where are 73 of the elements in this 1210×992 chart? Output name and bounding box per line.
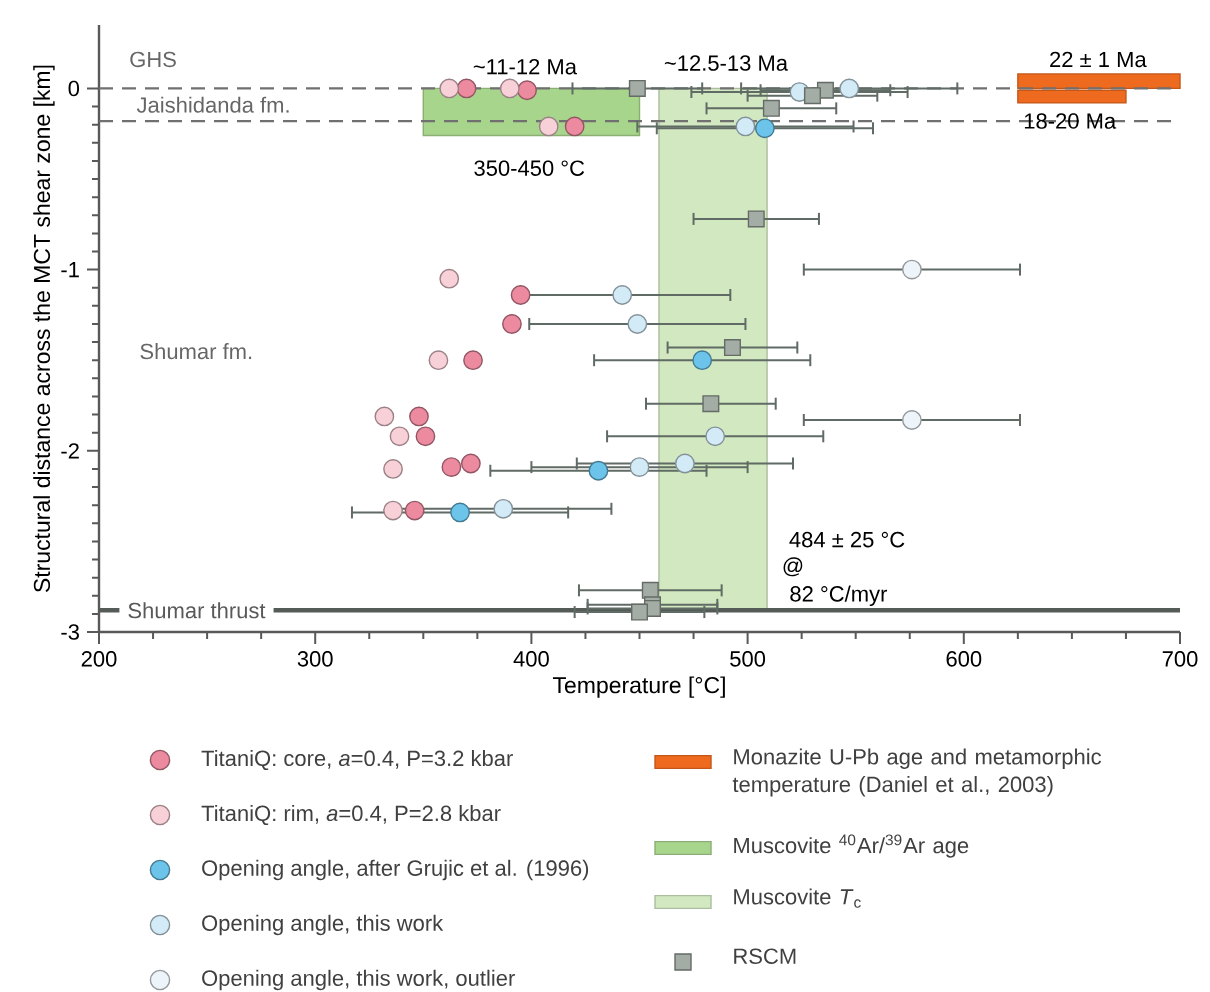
point (692, 350, 713, 371)
point (839, 78, 860, 99)
x-tick-label: 600 (946, 651, 982, 667)
point (439, 268, 460, 289)
point (389, 426, 410, 447)
point (723, 339, 741, 357)
point (439, 78, 460, 99)
annotation: 350-450 °C (474, 160, 585, 176)
point (383, 459, 403, 479)
point (675, 453, 695, 474)
annotation: 22 ± 1 Ma (1050, 51, 1147, 68)
legend-label: Muscovite T$_{c}$ (734, 888, 861, 908)
point (612, 285, 633, 305)
point (460, 453, 481, 474)
point (456, 78, 477, 99)
annotation: 484 ± 25 °C (789, 531, 905, 548)
point (902, 259, 922, 280)
legend-label: TitaniQ: rim, a=0.4, P=2.8 kbar (201, 804, 501, 826)
point (735, 116, 756, 137)
legend-label: RSCM (734, 948, 796, 964)
point (564, 116, 585, 137)
point (493, 498, 514, 519)
y-axis-title: Structural distance across the MCT shear zone [km] (33, 65, 55, 593)
legend-label: Opening angle, after Grujic et al. (1996) (202, 859, 589, 881)
point (631, 603, 648, 621)
legend-label: Opening angle, this work (202, 914, 444, 936)
annotation: GHS (130, 51, 176, 68)
point (538, 116, 559, 137)
annotation: Jaishidanda fm. (136, 96, 289, 113)
ref-line-label: Shumar thrust (128, 602, 266, 619)
point (755, 118, 775, 139)
point (415, 426, 436, 447)
point (499, 78, 520, 99)
point (627, 314, 648, 334)
annotation: ~12.5-13 Ma (664, 55, 789, 71)
point (803, 87, 821, 105)
x-tick-label: 200 (81, 651, 117, 667)
legend-label: Monazite U-Pb age and metamorphic temperature (Daniel et al., 2003) (732, 748, 1102, 797)
point (705, 426, 726, 447)
point (383, 500, 403, 521)
point (450, 502, 470, 523)
x-tick-label: 500 (730, 651, 766, 667)
legend-label: TitaniQ: core, a=0.4, P=3.2 kbar (201, 749, 513, 771)
point (404, 500, 425, 521)
point (902, 410, 922, 430)
point (510, 285, 531, 305)
point (409, 406, 429, 427)
annotation: 82 °C/myr (790, 585, 888, 607)
y-tick-label: -3 (61, 624, 79, 640)
y-tick-label: 0 (68, 80, 80, 97)
point (747, 210, 765, 228)
point (428, 350, 449, 371)
point (762, 99, 780, 117)
point (502, 314, 522, 334)
annotation: @ (783, 557, 803, 577)
y-tick-label: -2 (61, 443, 79, 459)
annotation: Shumar fm. (140, 343, 252, 360)
point (588, 460, 609, 481)
legend-label: Opening angle, this work, outlier (202, 969, 515, 991)
point (702, 395, 720, 413)
point (628, 79, 646, 97)
annotation: ~11-12 Ma (473, 58, 577, 75)
x-tick-label: 700 (1162, 651, 1198, 667)
point (517, 80, 537, 101)
point (463, 350, 483, 371)
x-axis-title: Temperature [°C] (552, 676, 725, 698)
point (374, 406, 395, 427)
y-tick-label: -1 (61, 262, 79, 278)
x-tick-label: 400 (513, 651, 549, 667)
point (629, 457, 650, 478)
legend-label: Muscovite $^{40}$Ar/$^{39}$Ar age (734, 834, 969, 858)
point (441, 457, 462, 478)
x-tick-label: 300 (297, 651, 333, 667)
